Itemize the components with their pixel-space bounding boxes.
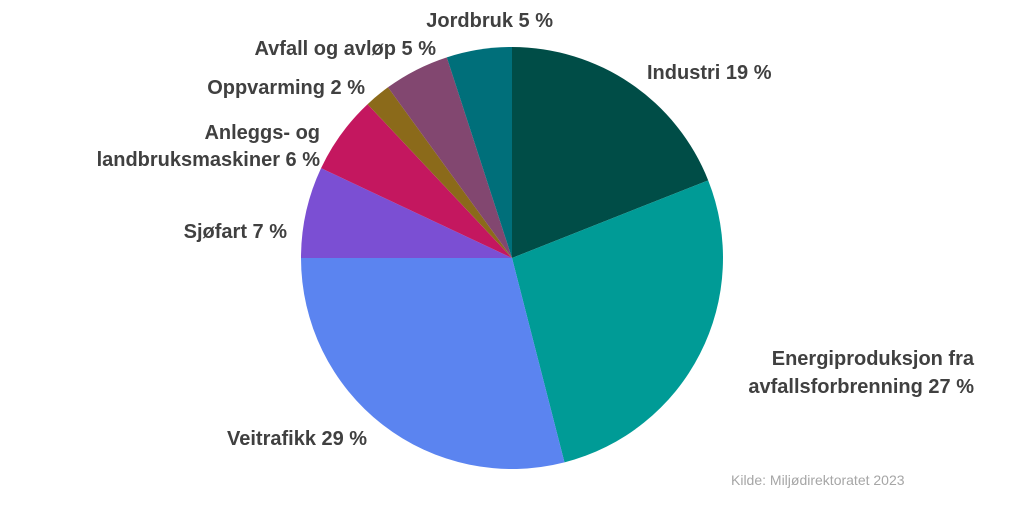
pie-slice-8 bbox=[446, 47, 512, 258]
pie-slice-1 bbox=[512, 47, 709, 258]
slice-label-4: Sjøfart 7 % bbox=[184, 221, 288, 243]
slice-label-2: Energiproduksjon fra avfallsforbrenning 2… bbox=[748, 348, 974, 398]
slice-label-line: Sjøfart 7 % bbox=[184, 221, 288, 243]
pie-slice-3 bbox=[301, 258, 565, 469]
slice-label-line: avfallsforbrenning 27 % bbox=[748, 376, 974, 398]
slice-label-7: Avfall og avløp 5 % bbox=[254, 38, 436, 60]
slice-label-line: Oppvarming 2 % bbox=[207, 77, 365, 99]
slice-label-line: Energiproduksjon fra bbox=[772, 348, 975, 370]
slice-label-line: Industri 19 % bbox=[647, 62, 772, 84]
slice-label-5: Anleggs- og landbruksmaskiner 6 % bbox=[97, 122, 321, 171]
slice-label-line: Veitrafikk 29 % bbox=[227, 428, 367, 450]
slice-label-line: Jordbruk 5 % bbox=[426, 10, 553, 32]
slice-label-line: Avfall og avløp 5 % bbox=[254, 38, 436, 60]
slice-label-1: Industri 19 % bbox=[647, 62, 772, 84]
pie-slice-4 bbox=[301, 168, 512, 258]
slice-label-8: Jordbruk 5 % bbox=[426, 10, 553, 32]
pie-slices bbox=[301, 47, 723, 469]
slice-labels: Industri 19 % Energiproduksjon fra avfalls… bbox=[97, 10, 975, 450]
slice-label-6: Oppvarming 2 % bbox=[207, 77, 365, 99]
slice-label-line: landbruksmaskiner 6 % bbox=[97, 149, 321, 171]
source-note: Kilde: Miljødirektoratet 2023 bbox=[731, 472, 905, 488]
pie-slice-5 bbox=[321, 104, 512, 258]
slice-label-line: Anleggs- og bbox=[204, 122, 320, 144]
pie-slice-7 bbox=[387, 57, 512, 258]
pie-slice-2 bbox=[512, 180, 723, 463]
slice-label-3: Veitrafikk 29 % bbox=[227, 428, 367, 450]
pie-slice-6 bbox=[367, 87, 512, 258]
